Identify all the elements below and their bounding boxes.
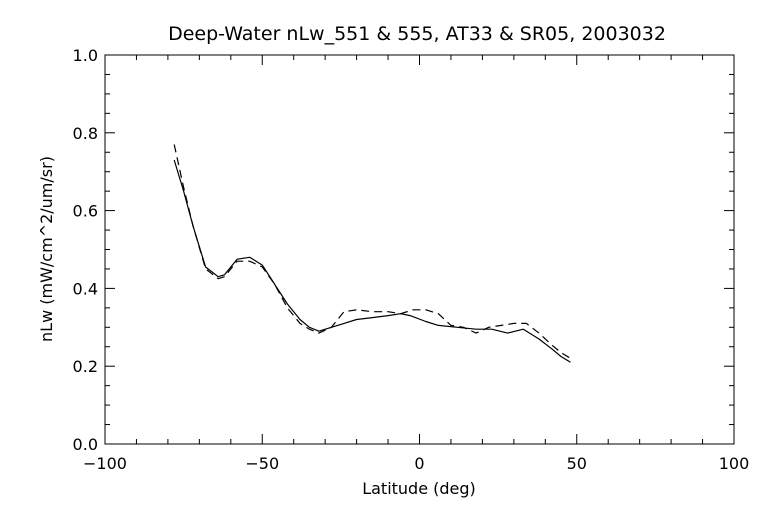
y-axis-label: nLw (mW/cm^2/um/sr) — [37, 156, 56, 342]
x-tick-label: −50 — [245, 454, 279, 473]
axis-tick-labels: −100 −50 0 50 100 0.0 0.2 0.4 0.6 0.8 1.0 — [73, 46, 750, 473]
y-tick-label: 0.8 — [73, 124, 98, 143]
y-tick-label: 0.4 — [73, 279, 98, 298]
axis-ticks — [104, 54, 735, 445]
y-tick-label: 0.6 — [73, 202, 98, 221]
x-tick-label: 0 — [414, 454, 424, 473]
series-layer — [173, 144, 571, 363]
x-tick-label: 100 — [719, 454, 750, 473]
chart-title: Deep-Water nLw_551 & 555, AT33 & SR05, 2… — [168, 23, 666, 45]
series-line-1-solid — [173, 159, 571, 363]
x-tick-label: −100 — [83, 454, 127, 473]
y-tick-label: 0.2 — [73, 357, 98, 376]
x-tick-label: 50 — [567, 454, 587, 473]
y-tick-label: 0.0 — [73, 435, 98, 454]
x-axis-label: Latitude (deg) — [362, 479, 476, 498]
series-line-2-dashed — [173, 144, 571, 359]
y-tick-label: 1.0 — [73, 46, 98, 65]
